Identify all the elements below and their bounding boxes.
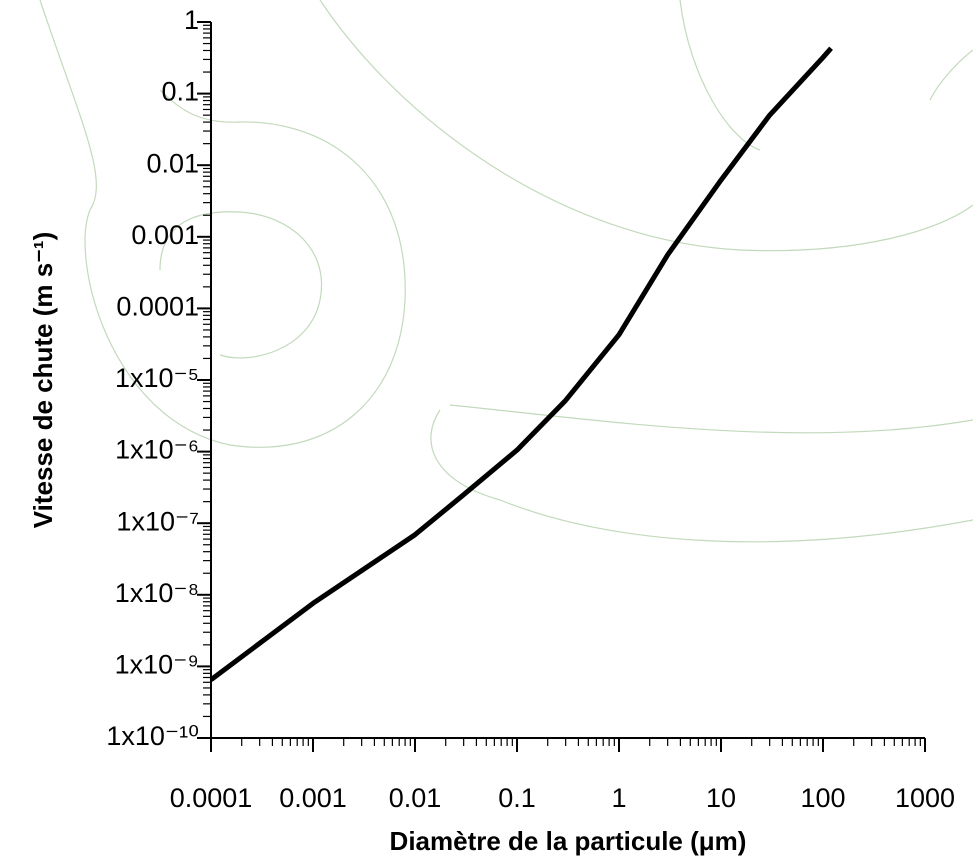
x-tick-label: 10 [706,783,736,813]
y-tick-label: 0.001 [131,220,199,250]
y-tick-label: 1x10⁻⁷ [116,506,199,536]
x-tick-label: 100 [800,783,845,813]
y-tick-label: 1x10⁻⁵ [115,363,199,393]
y-tick-label: 0.01 [146,148,199,178]
x-tick-label: 0.01 [389,783,442,813]
axes [210,22,925,739]
x-tick-label: 1000 [895,783,955,813]
x-tick-label: 0.0001 [170,783,253,813]
x-tick-label: 0.001 [279,783,347,813]
y-tick-label: 1x10⁻¹⁰ [106,721,199,751]
y-tick-label: 0.1 [161,77,199,107]
y-tick-label: 1x10⁻⁸ [115,578,199,608]
background-decor [39,0,973,543]
y-tick-label: 0.0001 [116,292,199,322]
data-line [209,46,833,682]
y-tick-label: 1 [184,5,199,35]
y-tick-label: 1x10⁻⁶ [115,435,199,465]
y-axis-title: Vitesse de chute (m s⁻¹) [28,232,58,528]
y-tick-label: 1x10⁻⁹ [115,650,199,680]
x-tick-label: 1 [611,783,626,813]
x-tick-label: 0.1 [498,783,536,813]
x-axis-title: Diamètre de la particule (μm) [390,826,747,856]
